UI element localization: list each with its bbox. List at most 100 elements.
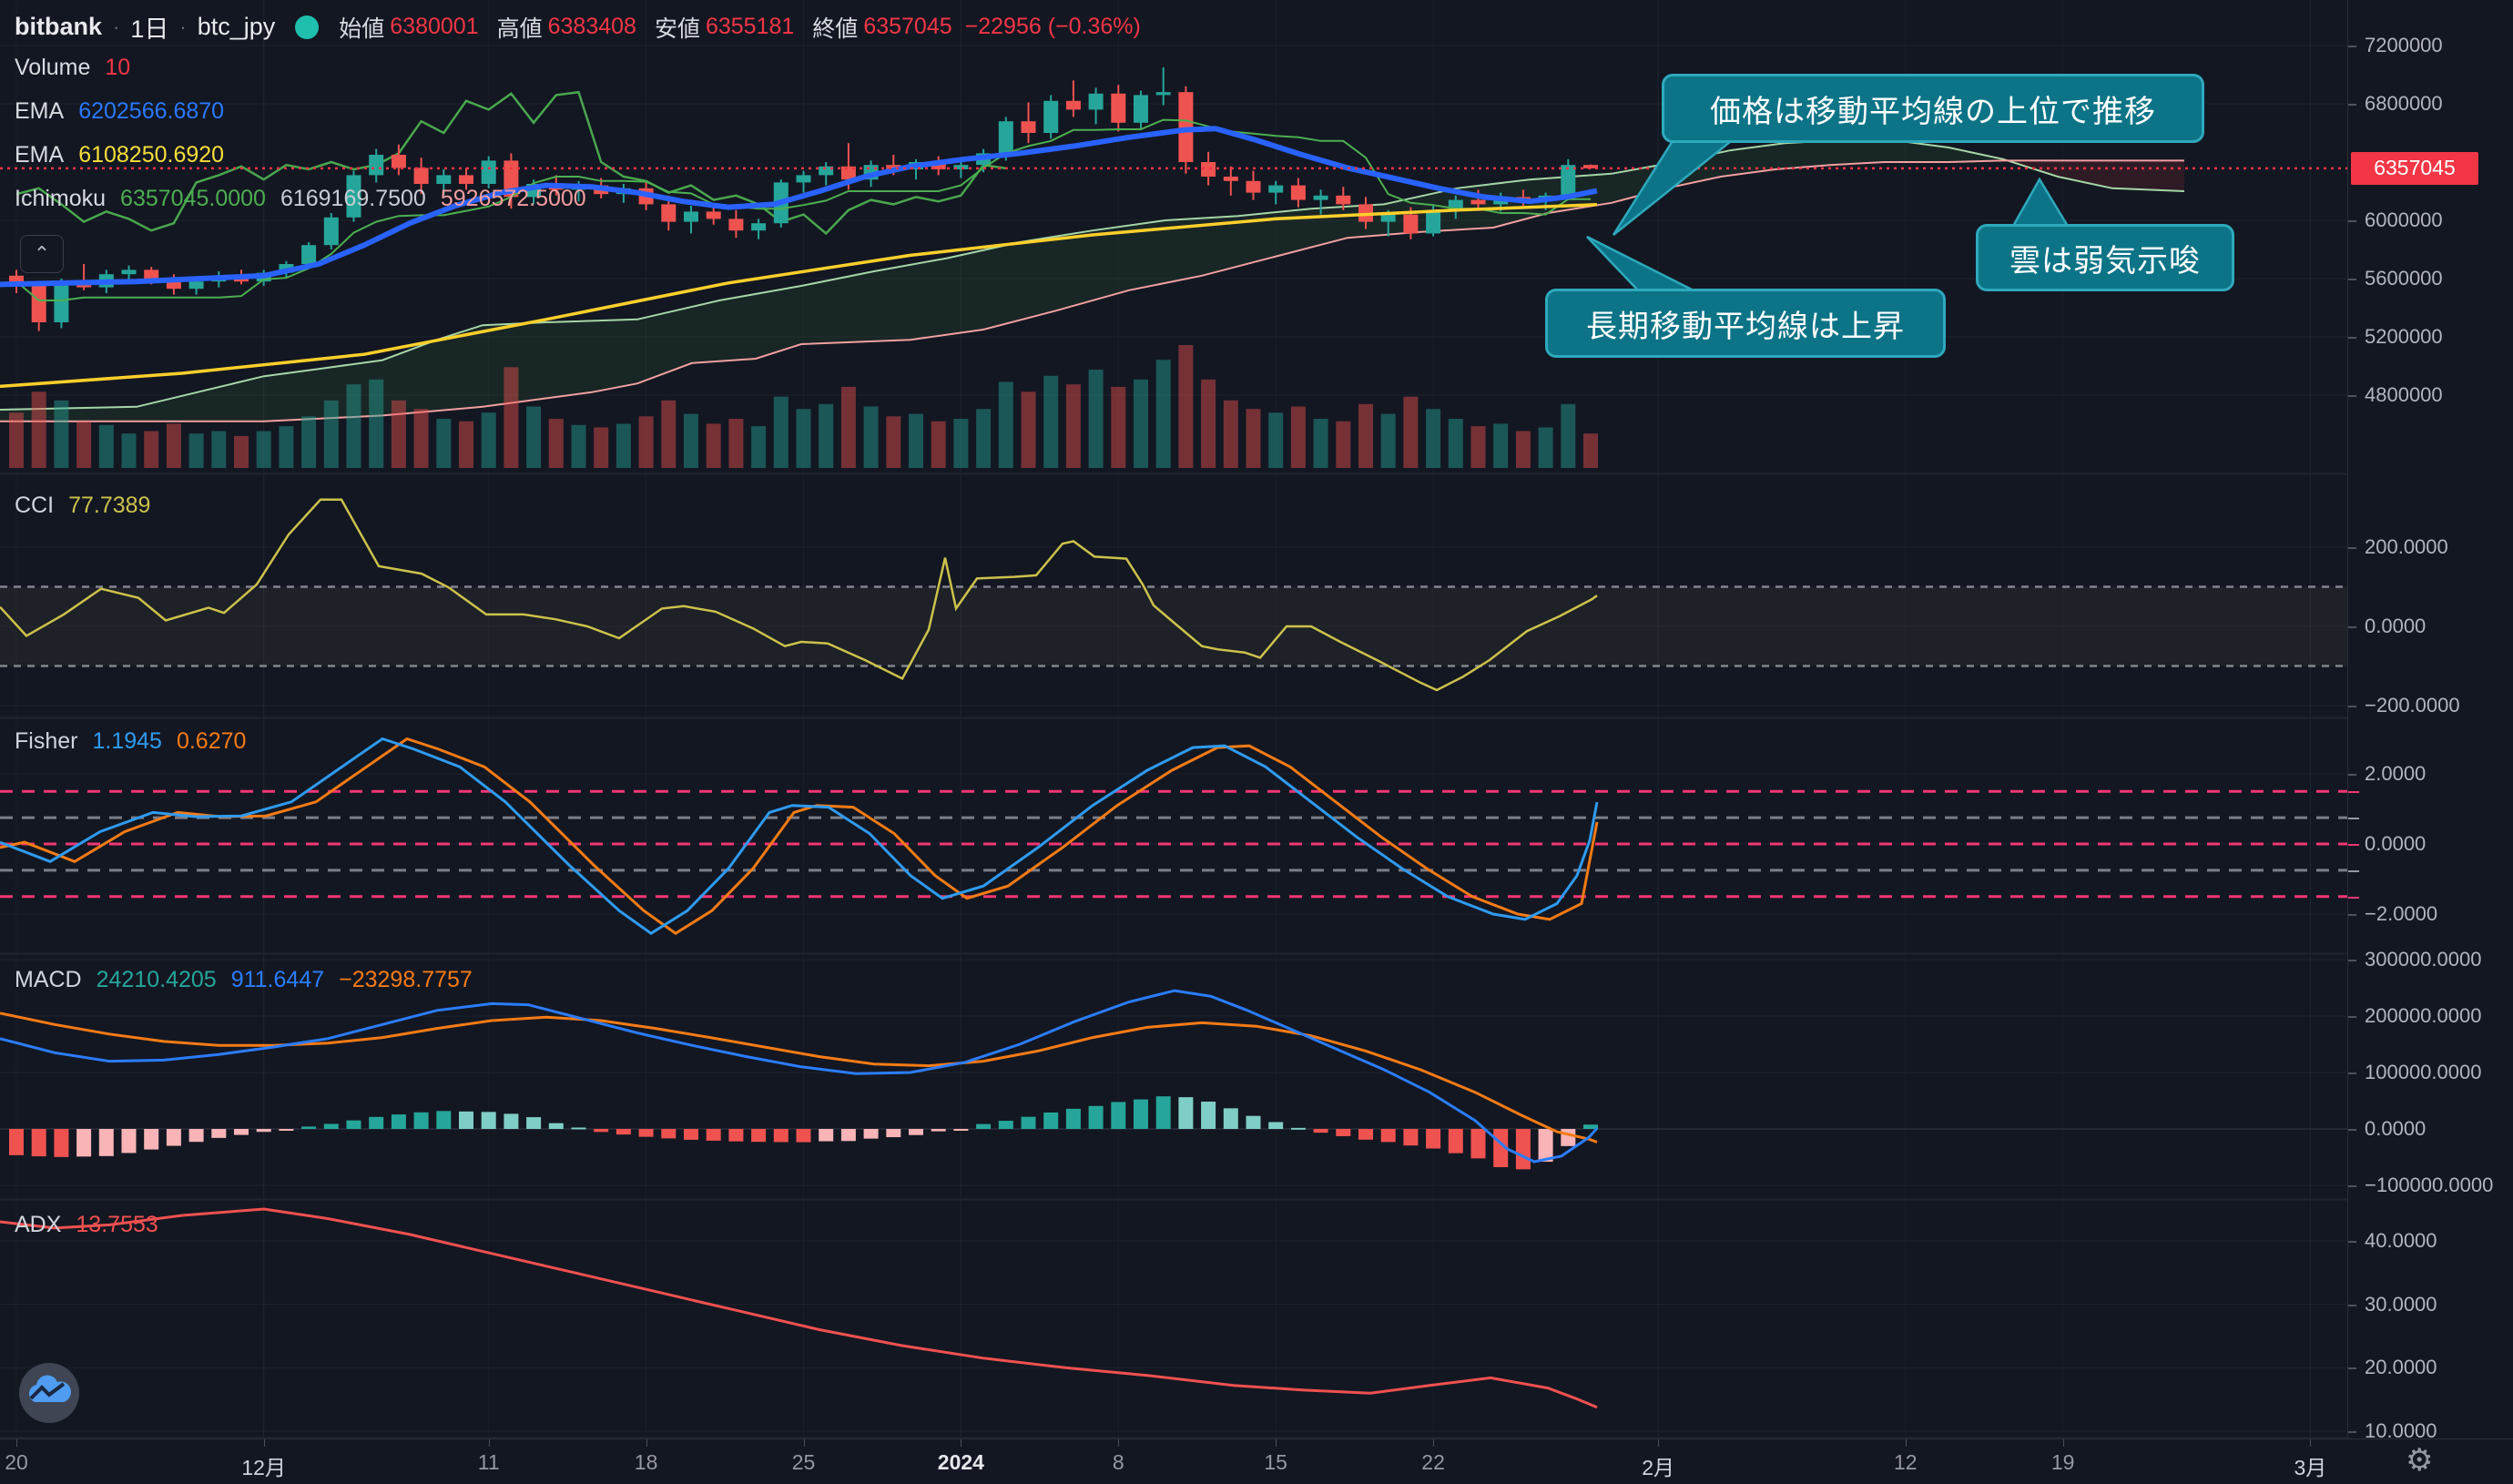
legend-fisher[interactable]: Fisher 1.1945 0.6270 xyxy=(15,728,246,755)
macd-histogram-bar xyxy=(391,1114,406,1130)
macd-histogram-bar xyxy=(1155,1096,1171,1130)
legend-ema-slow[interactable]: EMA 6108250.6920 xyxy=(15,142,224,168)
time-tick-label: 11 xyxy=(477,1450,500,1474)
macd-histogram-bar xyxy=(931,1129,946,1132)
axis-tick-label: −200.0000 xyxy=(2365,693,2460,717)
legend-adx[interactable]: ADX 13.7553 xyxy=(15,1212,158,1238)
macd-signal-value: −23298.7757 xyxy=(339,967,473,992)
macd-histogram-bar xyxy=(1313,1129,1328,1133)
axis-tick-label: 7200000 xyxy=(2365,34,2443,56)
macd-histogram-bar xyxy=(1380,1129,1396,1143)
symbol-name[interactable]: btc_jpy xyxy=(197,13,276,40)
macd-histogram-bar xyxy=(886,1129,901,1138)
legend-volume[interactable]: Volume 10 xyxy=(15,55,130,81)
macd-histogram-bar xyxy=(1561,1129,1576,1146)
axis-tick-label: 4800000 xyxy=(2365,383,2443,406)
collapse-legend-button[interactable]: ⌃ xyxy=(20,235,64,273)
macd-histogram-bar xyxy=(1178,1097,1194,1130)
macd-histogram-bar xyxy=(256,1129,271,1133)
time-tick-label: 12 xyxy=(1894,1450,1918,1474)
annotation-cloud-bearish[interactable]: 雲は弱気示唆 xyxy=(1976,224,2234,291)
last-price-badge: 6357045 xyxy=(2351,151,2478,185)
cci-panel[interactable] xyxy=(0,498,2347,692)
high-value: 6383408 xyxy=(547,14,636,39)
time-tick-mark xyxy=(1118,1439,1120,1447)
axis-tick-label: 2.0000 xyxy=(2365,761,2427,785)
fisher-panel[interactable] xyxy=(0,737,2347,936)
macd-histogram-bar xyxy=(323,1123,339,1130)
macd-histogram-bar xyxy=(301,1126,317,1130)
axis-tick-mark xyxy=(2348,546,2356,549)
axis-tick-mark xyxy=(2348,337,2356,339)
cci-value: 77.7389 xyxy=(68,493,151,518)
separator-dot: · xyxy=(179,15,187,38)
macd-histogram-bar xyxy=(796,1129,811,1143)
macd-histogram-bar xyxy=(1470,1129,1486,1159)
fisher-value-2: 0.6270 xyxy=(176,728,247,754)
legend-macd[interactable]: MACD 24210.4205 911.6447 −23298.7757 xyxy=(15,967,473,993)
ohlc-row: 始値 6380001 高値 6383408 安値 6355181 終値 6357045 … xyxy=(339,11,1141,44)
time-tick-label: 20 xyxy=(5,1450,28,1474)
time-tick-label: 2024 xyxy=(937,1450,984,1474)
axis-tick-label: 5200000 xyxy=(2365,325,2443,348)
gear-icon[interactable]: ⚙ xyxy=(2406,1443,2434,1478)
macd-histogram-bar xyxy=(279,1129,294,1132)
time-tick-mark xyxy=(488,1439,490,1447)
macd-histogram-bar xyxy=(1021,1116,1036,1130)
interval-label[interactable]: 1日 xyxy=(130,15,169,43)
annotation-price-above-ma[interactable]: 価格は移動平均線の上位で推移 xyxy=(1662,74,2204,143)
exchange-name[interactable]: bitbank xyxy=(15,13,103,40)
price-axis[interactable]: 7200000 6800000 6000000 5600000 5200000 48000… xyxy=(2347,0,2513,1442)
adx-label: ADX xyxy=(15,1212,62,1237)
macd-histogram-bar xyxy=(76,1129,92,1157)
ema-fast-value: 6202566.6870 xyxy=(78,98,225,124)
time-tick-label: 3月 xyxy=(2294,1456,2327,1479)
legend-cci[interactable]: CCI 77.7389 xyxy=(15,493,150,519)
time-tick-mark xyxy=(2310,1439,2312,1447)
time-axis[interactable]: 20 12月 11 18 25 2024 8 15 22 2月 12 19 3月 xyxy=(0,1438,2513,1484)
macd-histogram-bar xyxy=(1426,1129,1441,1149)
time-tick-label: 8 xyxy=(1112,1450,1124,1474)
change-value: −22956 (−0.36%) xyxy=(964,14,1141,39)
macd-panel[interactable] xyxy=(0,989,2347,1170)
axis-tick-label: 100000.0000 xyxy=(2365,1061,2482,1083)
axis-tick-label: 20.0000 xyxy=(2365,1356,2437,1379)
macd-histogram-bar xyxy=(166,1129,181,1146)
fisher-value-1: 1.1945 xyxy=(92,728,162,754)
axis-tick-mark xyxy=(2348,959,2356,961)
macd-histogram-bar xyxy=(1111,1102,1126,1130)
macd-histogram-bar xyxy=(1403,1129,1419,1146)
macd-histogram-bar xyxy=(684,1129,698,1140)
time-tick-mark xyxy=(263,1439,265,1447)
macd-label: MACD xyxy=(15,967,82,992)
ema-fast-label: EMA xyxy=(15,98,65,124)
macd-histogram-bar xyxy=(751,1129,767,1143)
macd-histogram-bar xyxy=(1336,1129,1351,1136)
time-tick-label: 18 xyxy=(634,1450,658,1474)
macd-histogram-bar xyxy=(54,1129,69,1157)
macd-line xyxy=(0,989,1599,1164)
annotation-longterm-ma-rising[interactable]: 長期移動平均線は上昇 xyxy=(1545,289,1946,358)
macd-histogram-bar xyxy=(548,1123,564,1130)
legend-ichimoku[interactable]: Ichimoku 6357045.0000 6169169.7500 59265… xyxy=(15,186,586,212)
time-tick-mark xyxy=(1433,1439,1435,1447)
axis-tick-label: 0.0000 xyxy=(2365,614,2427,637)
time-tick-label: 25 xyxy=(791,1450,816,1474)
time-tick-mark xyxy=(16,1439,17,1447)
cloud-chart-logo[interactable] xyxy=(18,1362,80,1424)
adx-panel[interactable] xyxy=(0,1207,1598,1409)
axis-tick-label: 10.0000 xyxy=(2365,1419,2437,1442)
axis-tick-mark xyxy=(2348,395,2356,397)
low-label: 安値 xyxy=(654,15,700,42)
chevron-up-icon: ⌃ xyxy=(33,242,51,265)
chart-plot-area[interactable] xyxy=(0,0,2347,1438)
legend-ema-fast[interactable]: EMA 6202566.6870 xyxy=(15,98,224,125)
macd-histogram-bar xyxy=(9,1129,24,1155)
macd-histogram-bar xyxy=(413,1112,429,1130)
axis-tick-mark xyxy=(2348,1240,2356,1243)
fisher-label: Fisher xyxy=(15,728,78,754)
main-price-panel[interactable] xyxy=(0,67,2347,468)
volume-label: Volume xyxy=(15,55,91,80)
ichimoku-value-3: 5926572.5000 xyxy=(440,186,586,211)
